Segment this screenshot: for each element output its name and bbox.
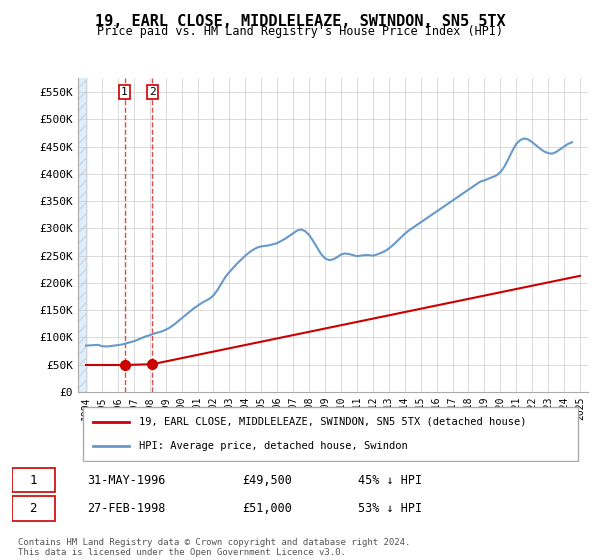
FancyBboxPatch shape (12, 496, 55, 521)
Text: £49,500: £49,500 (242, 474, 292, 487)
Bar (78, 78, 86, 392)
FancyBboxPatch shape (12, 468, 55, 492)
Bar (78, 78, 86, 392)
Text: 31-MAY-1996: 31-MAY-1996 (87, 474, 165, 487)
Text: 45% ↓ HPI: 45% ↓ HPI (358, 474, 422, 487)
Text: £51,000: £51,000 (242, 502, 292, 515)
Text: 1: 1 (29, 474, 37, 487)
Text: 19, EARL CLOSE, MIDDLELEAZE, SWINDON, SN5 5TX (detached house): 19, EARL CLOSE, MIDDLELEAZE, SWINDON, SN… (139, 417, 527, 427)
FancyBboxPatch shape (83, 407, 578, 461)
Text: 2: 2 (29, 502, 37, 515)
Text: HPI: Average price, detached house, Swindon: HPI: Average price, detached house, Swin… (139, 441, 408, 451)
Text: Price paid vs. HM Land Registry's House Price Index (HPI): Price paid vs. HM Land Registry's House … (97, 25, 503, 38)
Text: 19, EARL CLOSE, MIDDLELEAZE, SWINDON, SN5 5TX: 19, EARL CLOSE, MIDDLELEAZE, SWINDON, SN… (95, 14, 505, 29)
Text: 53% ↓ HPI: 53% ↓ HPI (358, 502, 422, 515)
Bar (78, 78, 87, 392)
Text: 2: 2 (149, 87, 156, 97)
Text: 27-FEB-1998: 27-FEB-1998 (87, 502, 165, 515)
Text: 1: 1 (121, 87, 128, 97)
Text: Contains HM Land Registry data © Crown copyright and database right 2024.
This d: Contains HM Land Registry data © Crown c… (18, 538, 410, 557)
